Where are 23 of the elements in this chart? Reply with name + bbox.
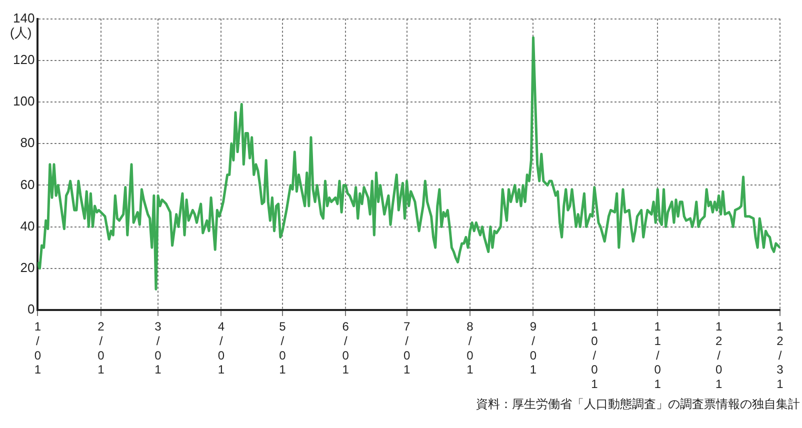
x-tick-label: 9/01 <box>530 320 537 377</box>
y-tick-label: 140 <box>12 10 35 26</box>
x-tick-label: 1 2/01 <box>715 320 722 392</box>
x-tick-label: 2/01 <box>98 320 105 377</box>
y-tick-label: 20 <box>20 260 35 275</box>
x-tick-label: 7/01 <box>403 320 410 377</box>
x-tick-label: 10/01 <box>591 320 598 392</box>
y-tick-label: 100 <box>12 94 35 109</box>
y-tick-label: 0 <box>27 302 35 317</box>
x-tick-label: 12/31 <box>776 320 784 392</box>
x-tick-label: 8/01 <box>466 320 474 377</box>
x-tick-label: 3/01 <box>154 320 162 377</box>
y-tick-label: 40 <box>20 218 35 234</box>
x-tick-label: 6/01 <box>342 320 350 377</box>
x-tick-label: 5/01 <box>279 320 286 377</box>
y-tick-label: 60 <box>20 176 35 192</box>
x-tick-label: 4/01 <box>218 320 225 377</box>
y-tick-label: 80 <box>20 135 35 150</box>
y-tick-label: 120 <box>12 52 35 67</box>
x-tick-label: 11/01 <box>654 320 662 392</box>
y-axis-title: (人) <box>10 24 32 40</box>
x-tick-label: 1 / 0 1 <box>34 320 42 377</box>
text: 資料：厚生労働省「人口動態調査」の調査票情報の独自集計 <box>475 396 801 413</box>
